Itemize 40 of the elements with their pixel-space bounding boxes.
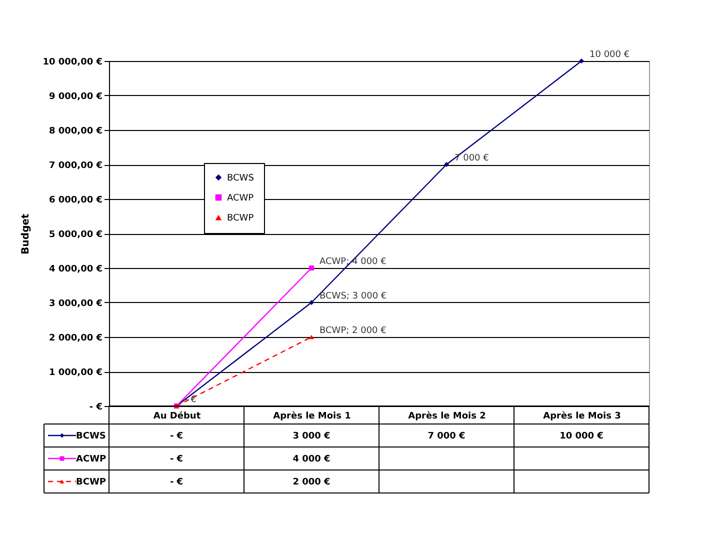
- y-tick-label: 5 000,00 €: [48, 230, 102, 240]
- y-tick-label: 3 000,00 €: [48, 299, 102, 309]
- x-tick-label: Après le Mois 3: [543, 410, 621, 422]
- legend-label: BCWS: [227, 174, 254, 184]
- y-tick-label: 9 000,00 €: [48, 92, 102, 102]
- data-label: - €: [170, 432, 184, 442]
- data-label: - €: [170, 478, 184, 488]
- y-tick-label: 1 000,00 €: [48, 368, 102, 378]
- text: ACWP: [76, 454, 106, 464]
- y-tick-label: 8 000,00 €: [48, 126, 102, 136]
- annotation: 7 000 €: [454, 154, 490, 164]
- point: [579, 58, 584, 64]
- data-label: - €: [170, 454, 184, 464]
- y-tick-label: 6 000,00 €: [48, 196, 102, 206]
- text: BCWP: [227, 214, 254, 224]
- y-axis-title: Budget: [20, 213, 32, 254]
- x-tick-label: Au Début: [153, 410, 202, 422]
- data-label: 2 000 €: [292, 478, 330, 488]
- annotation: - €: [184, 395, 197, 405]
- y-tick-label: 7 000,00 €: [48, 161, 102, 171]
- y-tick-label: 2 000,00 €: [48, 334, 102, 344]
- data-label: 3 000 €: [292, 432, 330, 442]
- legend-label: ACWP: [227, 194, 254, 204]
- y-tick-label: 10 000,00 €: [42, 58, 102, 68]
- annotation: BCWP; 2 000 €: [320, 326, 387, 336]
- point: [444, 162, 449, 167]
- point: [309, 266, 314, 270]
- annotation: 10 000 €: [590, 50, 630, 60]
- y-tick-label: - €: [89, 402, 102, 412]
- point: [309, 300, 314, 305]
- data-label: 4 000 €: [292, 454, 330, 464]
- annotation: ACWP; 4 000 €: [320, 257, 387, 267]
- data-label: 7 000 €: [428, 432, 466, 442]
- text: BCWS: [76, 432, 106, 442]
- legend-label: BCWP: [76, 478, 106, 488]
- annotation: BCWS; 3 000 €: [320, 292, 387, 302]
- y-tick-label: 4 000,00 €: [48, 264, 102, 274]
- x-tick-label: Après le Mois 2: [408, 410, 486, 422]
- data-label: 10 000 €: [560, 432, 604, 442]
- x-tick-label: Après le Mois 1: [273, 410, 351, 422]
